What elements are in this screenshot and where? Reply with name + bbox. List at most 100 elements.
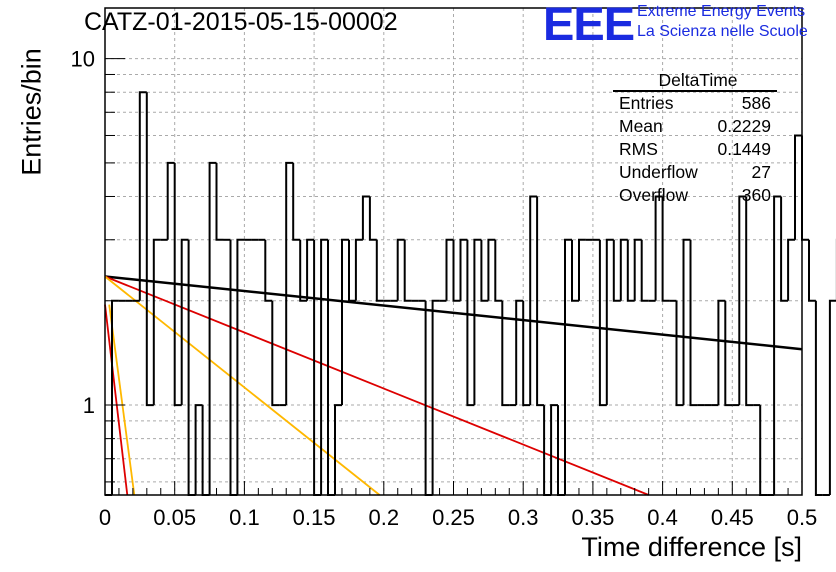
- stats-value: 0.1449: [717, 139, 771, 159]
- histogram-bin: [299, 239, 308, 302]
- histogram-bin: [724, 300, 733, 407]
- y-tick-label: 10: [71, 47, 95, 72]
- x-tick-label: 0.2: [369, 505, 400, 530]
- stats-row: Underflow 27: [613, 161, 777, 184]
- stats-box: DeltaTime Entries 586 Mean 0.2229 RMS 0.144…: [613, 70, 777, 207]
- histogram-bin: [361, 195, 370, 240]
- fit-line: [104, 275, 803, 351]
- histogram-bin: [808, 239, 816, 302]
- x-tick-label: 0.25: [432, 505, 475, 530]
- histogram-bin: [515, 299, 524, 406]
- histogram-bin: [271, 300, 280, 407]
- histogram-bin: [152, 238, 161, 406]
- histogram-bin: [787, 238, 795, 301]
- axes: 0 0.05 0.1 0.15 0.2 0.25 0.3 0.35 0.4 0.45 0.5 1 10: [71, 47, 818, 530]
- histogram-bin: [501, 300, 510, 407]
- eee-logo: EEE: [543, 0, 635, 50]
- histogram-bin: [285, 161, 294, 406]
- x-tick-label: 0.3: [508, 505, 539, 530]
- stats-row: Overflow 360: [613, 184, 777, 207]
- logo-line-2: La Scienza nelle Scuole: [637, 23, 808, 40]
- stats-row: Entries 586: [613, 92, 777, 115]
- histogram-bin: [354, 238, 363, 301]
- histogram-bin: [717, 299, 726, 406]
- histogram-bin: [396, 238, 405, 301]
- histogram-bin: [187, 239, 196, 496]
- histogram-bin: [264, 239, 273, 302]
- histogram-bin: [773, 195, 782, 495]
- histogram-bin: [780, 196, 789, 302]
- histogram-bin: [341, 238, 349, 406]
- histogram-bin: [480, 239, 489, 302]
- x-tick-label: 0.5: [787, 505, 818, 530]
- histogram-bin: [828, 299, 836, 495]
- histogram-bin: [452, 239, 461, 302]
- histogram-bin: [640, 239, 649, 302]
- y-tick-label: 1: [83, 393, 95, 418]
- histogram-bin: [605, 238, 614, 406]
- chart-title: CATZ-01-2015-05-15-00002: [84, 8, 398, 36]
- histogram-bin: [306, 238, 315, 301]
- stats-value: 360: [741, 185, 771, 205]
- histogram-bin: [626, 239, 635, 302]
- histogram-bin: [578, 238, 586, 301]
- histogram-bin: [375, 239, 384, 302]
- histogram-bin: [236, 238, 245, 495]
- stats-label: Overflow: [619, 185, 689, 205]
- histogram-bin: [173, 162, 182, 407]
- histogram-bin: [445, 238, 454, 301]
- fit-line: [104, 275, 650, 496]
- stats-row: Mean 0.2229: [613, 115, 777, 138]
- histogram-bin: [292, 162, 301, 241]
- histogram-bin: [180, 238, 189, 406]
- histogram-bin: [215, 162, 224, 241]
- histogram-bin: [522, 300, 531, 407]
- histogram-bin: [313, 239, 322, 496]
- histogram-bin: [571, 239, 579, 302]
- stats-title: DeltaTime: [613, 70, 777, 92]
- histogram-bin: [320, 238, 328, 495]
- x-axis-label: Time difference [s]: [581, 532, 802, 562]
- fit-line: [104, 275, 381, 496]
- histogram-bin: [689, 239, 698, 407]
- histogram-bin: [654, 195, 663, 301]
- histogram-bin: [145, 92, 154, 407]
- stats-value: 27: [751, 162, 771, 182]
- histogram-bin: [675, 300, 684, 407]
- histogram-bin: [208, 161, 217, 495]
- histogram-bin: [194, 404, 203, 495]
- histogram-bin: [661, 196, 670, 302]
- stats-label: Entries: [619, 93, 674, 113]
- histogram-bin: [794, 134, 802, 240]
- histogram-bin: [550, 404, 558, 495]
- histogram-bin: [459, 238, 468, 301]
- stats-value: 586: [741, 93, 771, 113]
- histogram-bin: [814, 300, 823, 496]
- stats-label: Underflow: [619, 162, 698, 182]
- x-tick-label: 0.45: [711, 505, 754, 530]
- stats-label: RMS: [619, 139, 658, 159]
- histogram-bin: [368, 196, 377, 241]
- logo-line-1: Extreme Energy Events: [637, 3, 806, 20]
- histogram-bin: [473, 238, 482, 406]
- x-tick-label: 0.15: [293, 505, 336, 530]
- x-tick-label: 0.4: [647, 505, 678, 530]
- histogram-bin: [619, 238, 628, 301]
- histogram-bin: [682, 238, 691, 406]
- logo-text: Extreme Energy Events La Scienza nelle S…: [637, 2, 808, 42]
- histogram-bin: [745, 196, 754, 407]
- histogram-bin: [801, 135, 809, 241]
- histogram-bin: [166, 161, 175, 240]
- histogram-bin: [633, 238, 642, 301]
- histogram-bin: [494, 239, 503, 302]
- histogram-bin: [738, 195, 747, 406]
- fit-line: [104, 304, 129, 496]
- histogram-bin: [138, 91, 147, 301]
- histogram-bin: [334, 404, 342, 495]
- histogram-bin: [424, 300, 433, 496]
- histogram-bin: [348, 239, 356, 302]
- histogram-bin: [598, 239, 607, 407]
- fit-line: [108, 304, 136, 496]
- stats-value: 0.2229: [717, 116, 771, 136]
